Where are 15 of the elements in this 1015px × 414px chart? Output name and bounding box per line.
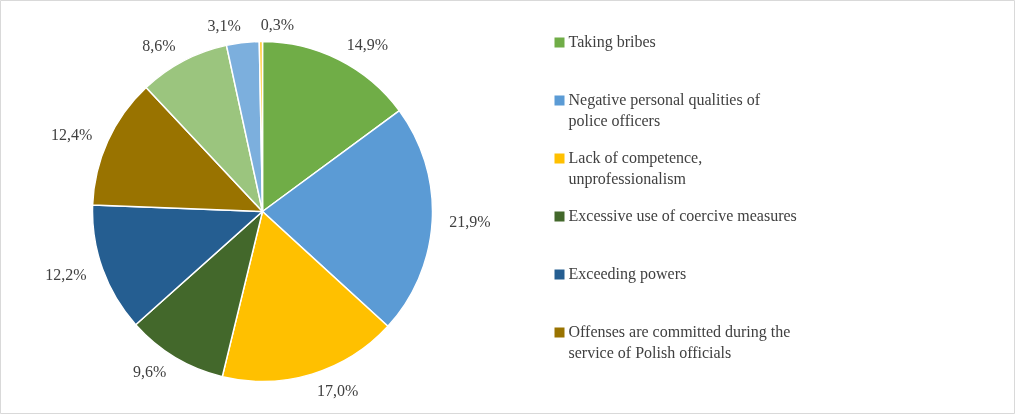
legend-label: Exceeding powers <box>568 264 687 283</box>
legend-label: Lack of competence, unprofessionalism <box>568 148 703 188</box>
data-label: 0,3% <box>260 16 295 34</box>
legend-label: Taking bribes <box>568 32 656 51</box>
data-label: 9,6% <box>132 363 167 381</box>
data-label: 17,0% <box>316 381 359 399</box>
legend-label: Negative personal qualities of police officers <box>568 90 761 130</box>
legend-label: Offenses are committed during the service of Polish officials <box>568 322 791 361</box>
data-label: 12,2% <box>45 266 87 284</box>
data-label: 8,6% <box>142 37 176 55</box>
data-label: 3,1% <box>207 17 241 35</box>
data-label: 12,4% <box>50 125 93 143</box>
legend-label: Excessive use of coercive measures <box>568 206 797 224</box>
data-label: 14,9% <box>346 36 389 54</box>
data-label: 21,9% <box>449 212 491 230</box>
